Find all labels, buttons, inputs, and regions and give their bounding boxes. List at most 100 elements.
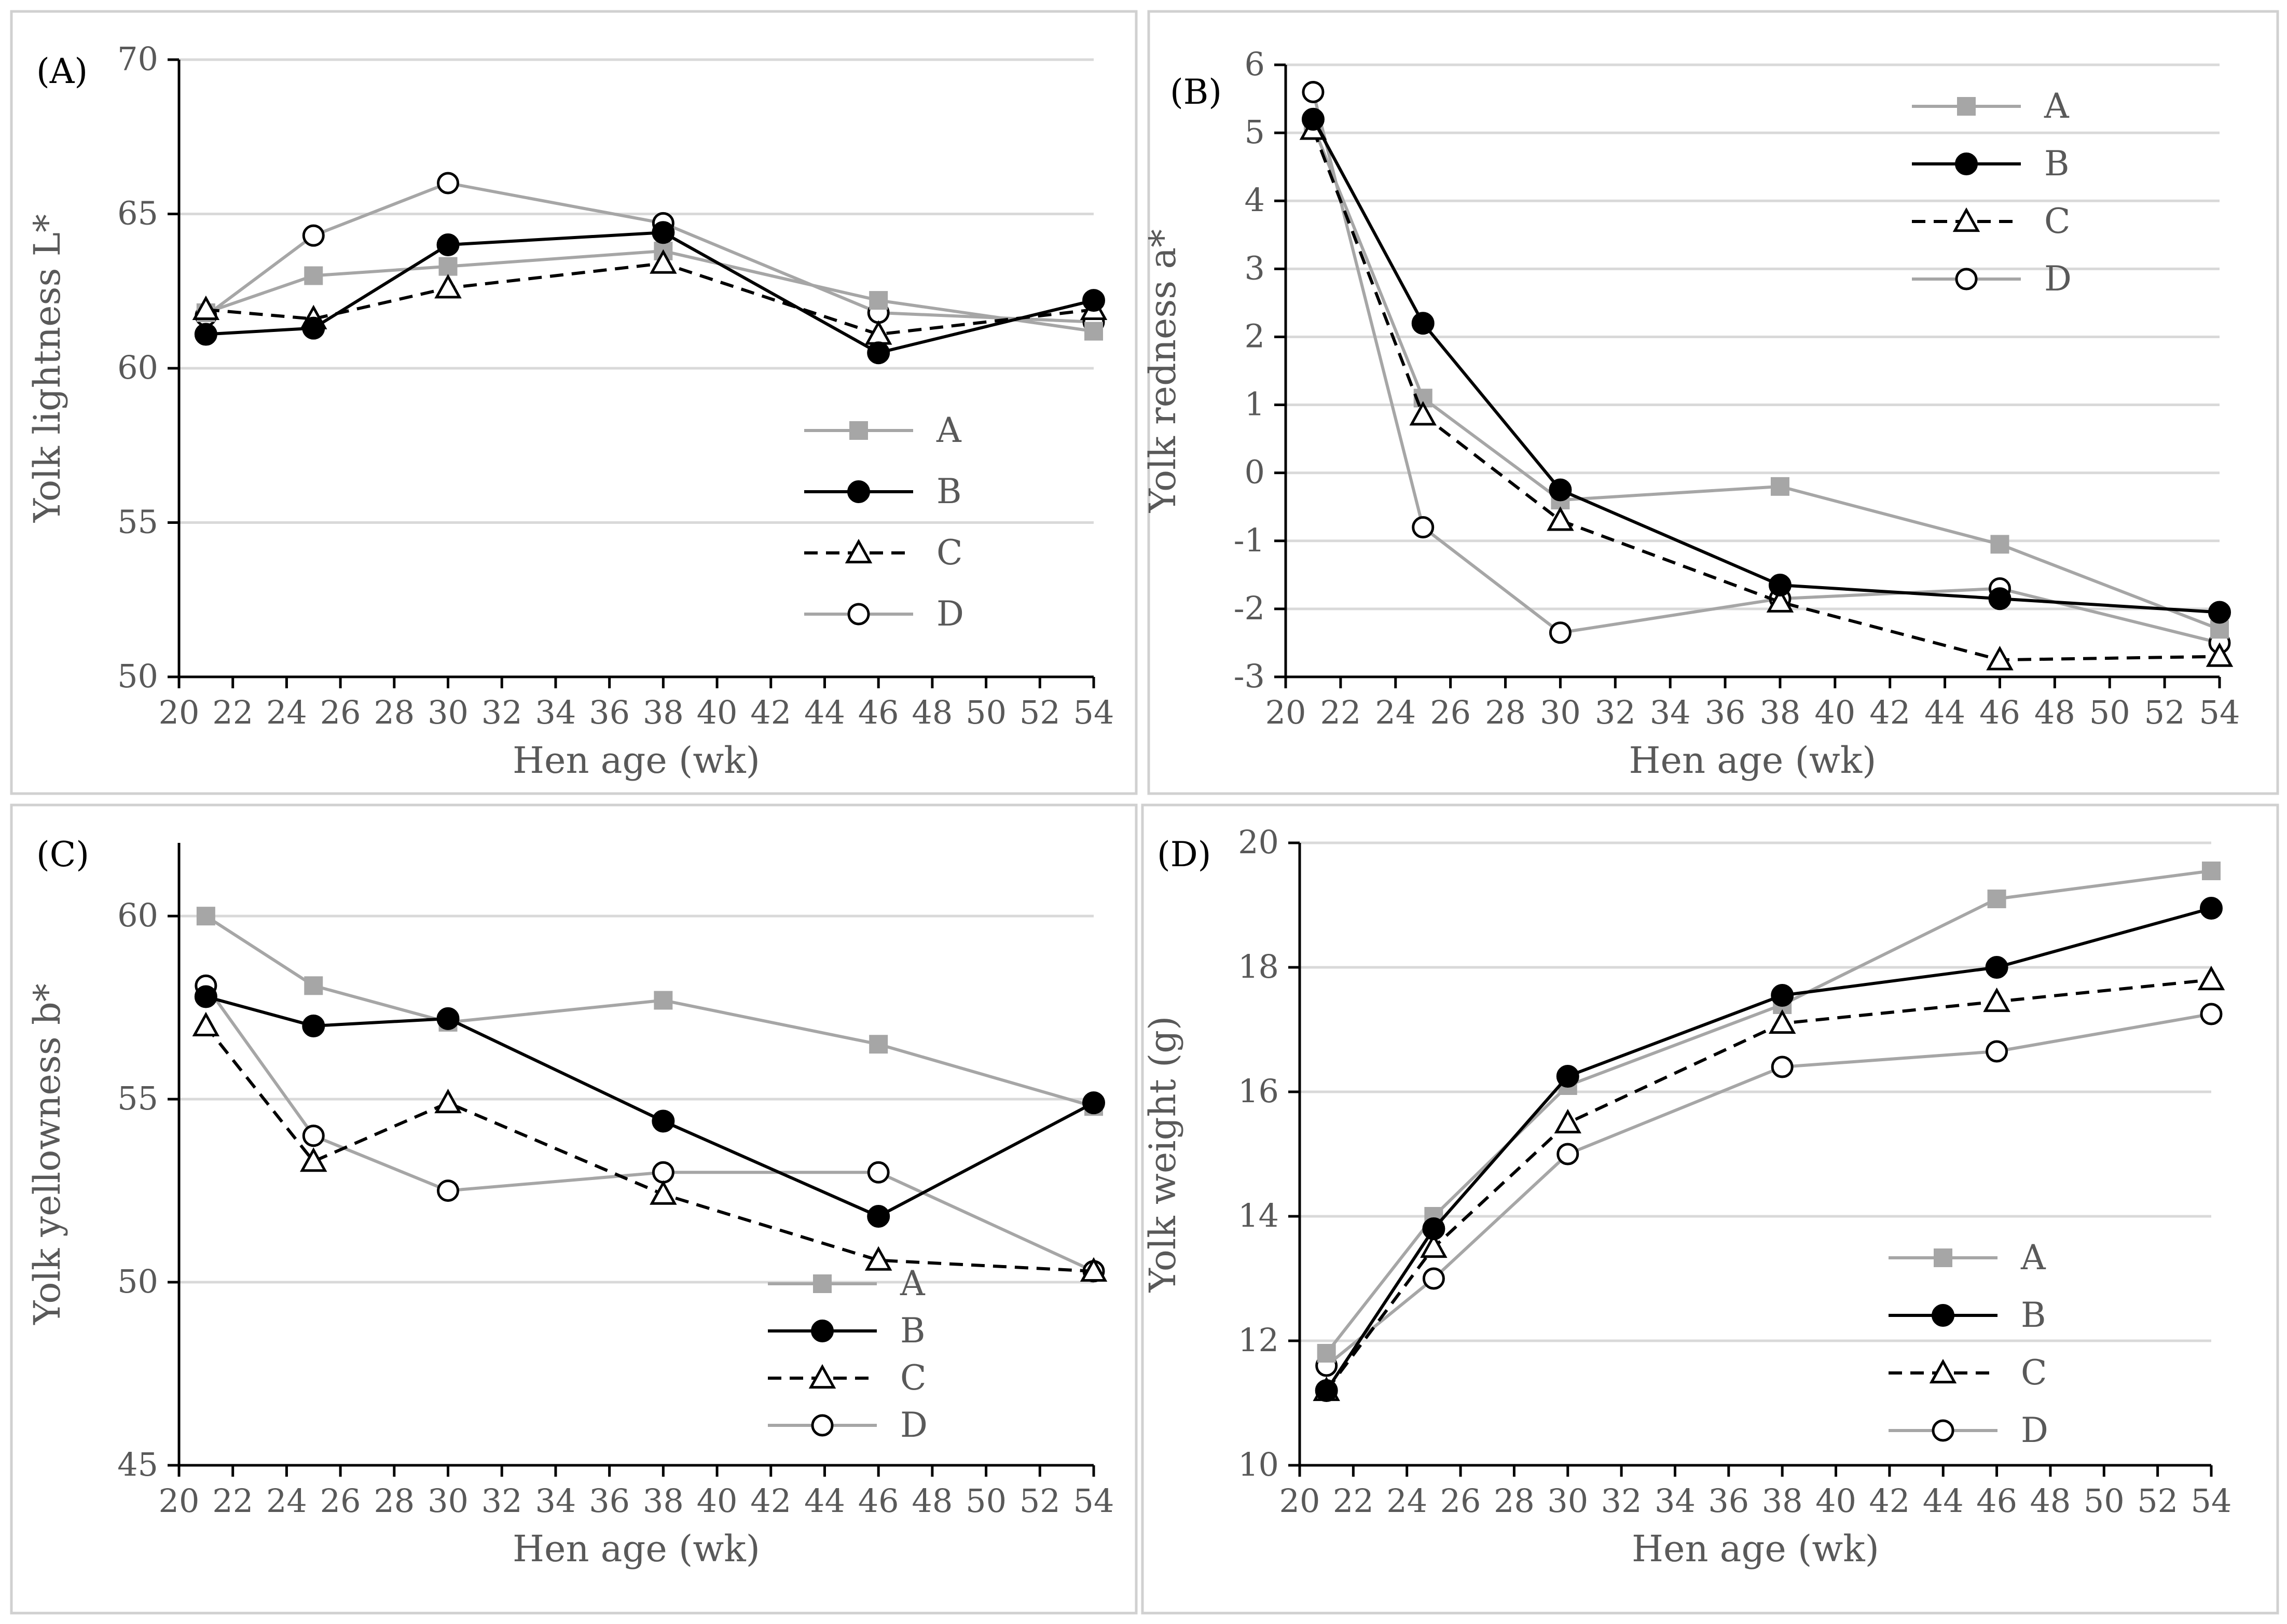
x-axis-title: Hen age (wk): [1629, 739, 1877, 782]
data-point-C: [192, 295, 220, 321]
x-axis-title: Hen age (wk): [1632, 1528, 1879, 1570]
data-point-B: [2200, 897, 2223, 920]
series-line-B: [205, 231, 1094, 355]
x-tick-label: 54: [1073, 693, 1114, 731]
x-tick-label: 44: [1923, 1482, 1964, 1520]
chart-panel-c: 20 22 24 26 28 30 32 34 36 38 40 42 44 46 48 50 52 54 45 50…: [10, 803, 1138, 1615]
legend-marker-B: [1932, 1304, 1954, 1327]
series-A: [1303, 117, 2229, 639]
series-line-D: [205, 182, 1094, 324]
x-tick-label: 22: [1333, 1482, 1374, 1520]
x-tick-label: 40: [697, 1482, 738, 1520]
x-tick-label: 42: [1869, 1482, 1910, 1520]
data-point-A: [1987, 890, 2006, 908]
legend-marker-D: [847, 603, 870, 626]
x-tick-label: 24: [266, 1482, 307, 1520]
series-group: [192, 172, 1108, 365]
y-tick-label: 70: [117, 40, 158, 78]
data-point-B: [1411, 312, 1435, 335]
panel-label: (B): [1170, 72, 1222, 112]
data-point-B: [1082, 289, 1105, 312]
data-point-C: [1766, 588, 1794, 613]
series-D: [1315, 1003, 2223, 1377]
data-point-B: [436, 1007, 460, 1030]
data-point-A: [1770, 477, 1789, 496]
y-axis-title: Yolk weight (g): [1141, 1016, 1184, 1293]
x-tick-label: 28: [1494, 1482, 1535, 1520]
y-tick-label: 12: [1238, 1321, 1279, 1359]
x-tick-label: 30: [1547, 1482, 1588, 1520]
legend-label-C: C: [2044, 201, 2071, 241]
series-line-C: [204, 1025, 1094, 1273]
axes: 20 22 24 26 28 30 32 34 36 38 40 42 44 46 48 50 52 54 45 50…: [117, 843, 1114, 1520]
panel-border: [1147, 10, 2279, 795]
data-point-C: [1080, 1257, 1108, 1282]
legend-item-C: C: [804, 533, 963, 573]
y-tick-label: 50: [117, 1262, 158, 1300]
x-tick-label: 42: [750, 693, 791, 731]
x-tick-label: 22: [212, 1482, 253, 1520]
legend-label-A: A: [2020, 1238, 2046, 1278]
legend-item-B: B: [1889, 1295, 2046, 1335]
x-tick-label: 42: [750, 1482, 791, 1520]
data-point-B: [302, 316, 325, 340]
x-tick-label: 36: [589, 693, 630, 731]
legend-marker-B: [811, 1320, 834, 1342]
data-point-D: [1302, 80, 1325, 103]
series-B: [194, 985, 1105, 1228]
x-tick-label: 20: [1279, 1482, 1320, 1520]
x-tick-label: 54: [2191, 1482, 2232, 1520]
data-point-B: [867, 341, 890, 365]
y-tick-label: 50: [117, 657, 158, 695]
x-tick-label: 44: [804, 1482, 845, 1520]
panel-border: [1141, 803, 2279, 1615]
data-point-D: [867, 1161, 890, 1184]
data-point-B: [302, 1014, 325, 1037]
y-tick-label: 3: [1245, 249, 1265, 287]
legend-item-C: C: [1889, 1353, 2047, 1393]
data-point-A: [196, 907, 215, 926]
chart-panel-b: 20 22 24 26 28 30 32 34 36 38 40 42 44 46 48 50 52 54-3-2…: [1141, 10, 2279, 795]
x-tick-label: 20: [1265, 693, 1306, 731]
series-B: [194, 221, 1105, 365]
y-tick-label: 14: [1238, 1197, 1279, 1234]
x-tick-label: 48: [2030, 1482, 2071, 1520]
x-tick-label: 38: [643, 693, 684, 731]
chart-panel-d: 20 22 24 26 28 30 32 34 36 38 40 42 44 46 48 50 52 54 10 12…: [1141, 803, 2279, 1615]
x-tick-label: 24: [1386, 1482, 1427, 1520]
legend-item-B: B: [804, 471, 962, 511]
y-tick-label: 55: [117, 1079, 158, 1117]
x-tick-label: 30: [428, 693, 469, 731]
series-line-D: [1325, 1012, 2212, 1367]
y-axis-title: Yolk lightness L*: [26, 214, 68, 523]
data-point-C: [434, 274, 462, 299]
x-tick-label: 48: [2034, 693, 2075, 731]
panel-label: (C): [36, 835, 89, 875]
x-tick-label: 36: [589, 1482, 630, 1520]
legend-marker-C: [1929, 1358, 1957, 1384]
legend-marker-C: [808, 1364, 836, 1389]
y-tick-label: 10: [1238, 1446, 1279, 1483]
series-line-A: [205, 249, 1094, 333]
x-tick-label: 26: [320, 693, 361, 731]
y-tick-label: 65: [117, 195, 158, 232]
data-point-B: [194, 985, 217, 1008]
y-tick-label: 60: [117, 896, 158, 934]
data-point-C: [650, 249, 677, 274]
x-tick-label: 50: [2084, 1482, 2125, 1520]
series-A: [196, 241, 1103, 341]
y-tick-label: 1: [1245, 385, 1265, 423]
x-tick-label: 32: [1595, 693, 1636, 731]
x-tick-label: 38: [643, 1482, 684, 1520]
x-tick-label: 44: [1924, 693, 1965, 731]
x-tick-label: 36: [1708, 1482, 1749, 1520]
x-tick-label: 34: [1655, 1482, 1696, 1520]
x-tick-label: 44: [804, 693, 845, 731]
data-point-A: [1990, 535, 2009, 554]
data-point-C: [2206, 642, 2234, 667]
series-A: [196, 907, 1103, 1116]
x-tick-label: 26: [1430, 693, 1471, 731]
x-tick-label: 46: [858, 693, 899, 731]
data-point-B: [1082, 1091, 1105, 1115]
